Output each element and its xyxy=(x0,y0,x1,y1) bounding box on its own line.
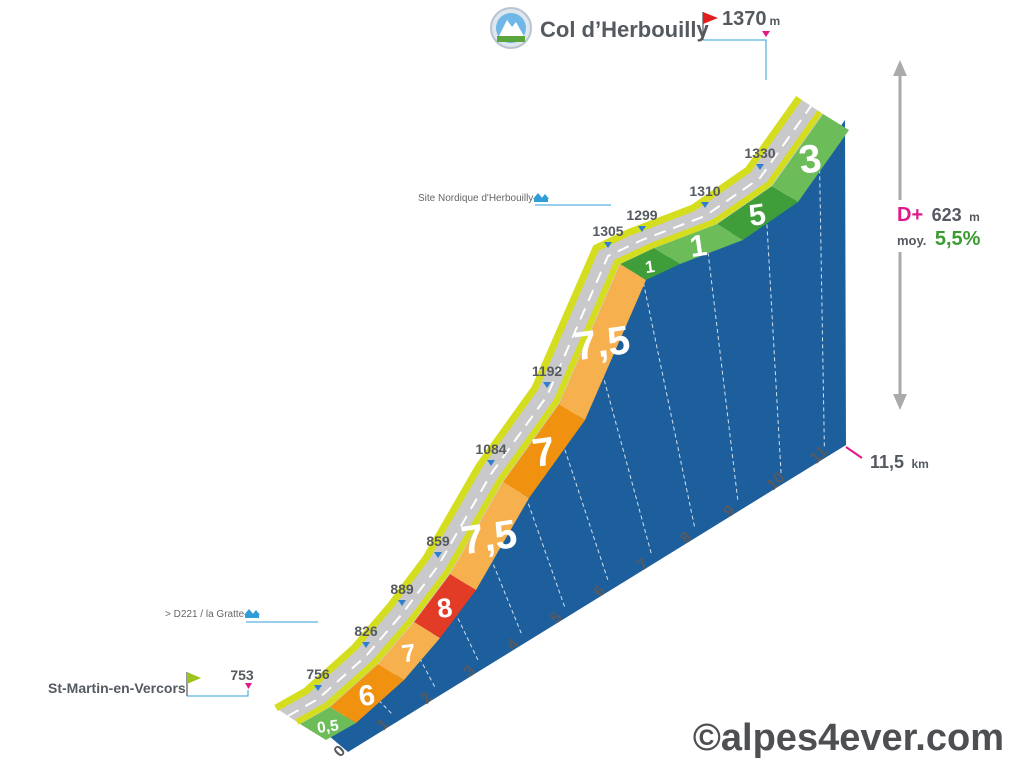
chalet-icon xyxy=(533,193,549,202)
grade-label: 1 xyxy=(644,257,656,277)
summit-flag-icon xyxy=(703,12,718,24)
copyright-text[interactable]: ©alpes4ever.com xyxy=(693,717,1004,759)
km-gridline xyxy=(375,697,392,714)
km-gridline xyxy=(819,161,825,447)
start-leader-line xyxy=(187,690,249,697)
altitude-label: 826 xyxy=(354,623,378,639)
summit-alt: 1370 m xyxy=(722,8,780,30)
summit-marker-icon xyxy=(762,31,770,37)
grade-label: 5 xyxy=(747,198,768,233)
altitude-marker-icon xyxy=(638,226,646,232)
summit-leader-line xyxy=(703,39,767,80)
start-altitude: 753 xyxy=(230,667,254,683)
start-name: St-Martin-en-Vercors xyxy=(48,680,186,696)
altitude-marker-icon xyxy=(362,642,370,648)
altitude-label: 756 xyxy=(306,666,330,682)
altitude-marker-icon xyxy=(543,382,551,388)
road-strip xyxy=(274,95,823,725)
altitude-label: 1084 xyxy=(475,441,506,457)
road-centerline xyxy=(287,105,812,717)
altitude-label: 859 xyxy=(426,533,450,549)
altitude-marker-icon xyxy=(398,600,406,606)
distance-total: 11,5 km xyxy=(870,452,929,472)
km-gridline xyxy=(453,609,479,661)
altitude-label: 1330 xyxy=(744,145,775,161)
altitude-marker-icon xyxy=(756,164,764,170)
grade-label: 7,5 xyxy=(572,318,633,369)
km-gridline xyxy=(524,493,565,607)
summit-name: Col d’Herbouilly xyxy=(540,17,709,42)
grade-segments xyxy=(300,114,849,740)
km-gridline xyxy=(707,247,739,500)
poi-gratte-label: > D221 / la Gratte xyxy=(165,609,245,620)
grade-segment xyxy=(654,224,743,264)
grade-label: 0,5 xyxy=(316,717,340,737)
grade-segment xyxy=(414,574,476,638)
overlay-annotations: Col d’Herbouilly 1370 m D+ 623 m moy. 5,5… xyxy=(48,7,1007,762)
km-gridline xyxy=(561,441,609,580)
grade-label: 7,5 xyxy=(459,512,520,563)
altitude-marker-icon xyxy=(314,685,322,691)
poi-nordic-label: Site Nordique d'Herbouilly xyxy=(418,193,533,204)
mountain-logo-icon xyxy=(490,7,532,49)
distance-end-tick xyxy=(845,446,863,459)
altitude-label: 1192 xyxy=(532,363,563,379)
grade-label: 8 xyxy=(435,592,454,624)
grade-segment xyxy=(503,404,585,498)
start-flag-icon xyxy=(187,672,201,684)
altitude-label: 1305 xyxy=(592,223,623,239)
profile-wall xyxy=(322,120,846,752)
altitude-marker-icon xyxy=(604,242,612,248)
grade-label: 1 xyxy=(688,229,709,264)
road-edge xyxy=(295,110,823,725)
copyright-halo: ©alpes4ever.com xyxy=(693,717,1004,759)
altitude-marker-icon xyxy=(434,552,442,558)
km-gridline xyxy=(600,369,652,554)
road-edge xyxy=(274,95,802,712)
start-marker-icon xyxy=(245,683,252,689)
altitude-marker-icon xyxy=(701,202,709,208)
avg-grade-stat: moy. 5,5% xyxy=(897,228,981,250)
grade-segment xyxy=(330,664,404,723)
km-gridline xyxy=(489,555,522,634)
profile-wall-face xyxy=(322,120,846,752)
altitude-marker-icon xyxy=(487,460,495,466)
grade-segment xyxy=(772,114,849,202)
grade-label: 7 xyxy=(400,639,418,669)
grade-segment xyxy=(620,248,680,280)
altitude-label: 889 xyxy=(390,581,414,597)
chalet-icon xyxy=(244,609,260,618)
altitude-label: 1299 xyxy=(626,207,657,223)
grade-segment xyxy=(559,264,646,420)
altitude-label: 1310 xyxy=(689,183,720,199)
grade-segment xyxy=(378,622,440,680)
dplus-stat: D+ 623 m xyxy=(897,204,980,226)
grade-segment xyxy=(717,186,798,240)
grade-segment xyxy=(300,707,356,740)
grade-segment xyxy=(450,482,529,590)
stats-bg xyxy=(893,200,975,252)
km-gridline xyxy=(766,216,782,474)
km-gridline xyxy=(641,275,695,527)
grade-label: 6 xyxy=(357,679,377,713)
